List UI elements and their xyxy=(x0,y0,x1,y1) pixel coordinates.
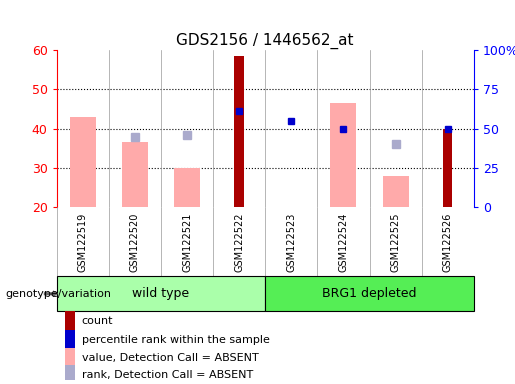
Text: GSM122526: GSM122526 xyxy=(443,212,453,271)
Title: GDS2156 / 1446562_at: GDS2156 / 1446562_at xyxy=(177,32,354,48)
Text: GSM122519: GSM122519 xyxy=(78,212,88,271)
Bar xyxy=(443,129,452,207)
Bar xyxy=(70,117,96,207)
Text: wild type: wild type xyxy=(132,287,190,300)
Bar xyxy=(65,311,75,330)
Bar xyxy=(57,276,265,311)
Bar xyxy=(65,365,75,384)
Text: count: count xyxy=(82,316,113,326)
Bar xyxy=(122,142,148,207)
Text: value, Detection Call = ABSENT: value, Detection Call = ABSENT xyxy=(82,353,259,363)
Bar xyxy=(65,348,75,368)
Text: GSM122520: GSM122520 xyxy=(130,212,140,271)
Text: percentile rank within the sample: percentile rank within the sample xyxy=(82,335,269,345)
Text: BRG1 depleted: BRG1 depleted xyxy=(322,287,417,300)
Bar xyxy=(174,168,200,207)
Text: GSM122523: GSM122523 xyxy=(286,212,296,271)
Text: GSM122524: GSM122524 xyxy=(338,212,349,271)
Text: GSM122525: GSM122525 xyxy=(390,212,401,271)
Text: rank, Detection Call = ABSENT: rank, Detection Call = ABSENT xyxy=(82,370,253,380)
Bar xyxy=(331,103,356,207)
Text: GSM122522: GSM122522 xyxy=(234,212,244,271)
Bar xyxy=(265,276,474,311)
Bar xyxy=(234,56,244,207)
Text: genotype/variation: genotype/variation xyxy=(5,289,111,299)
Bar xyxy=(65,330,75,350)
Bar xyxy=(383,176,408,207)
Text: GSM122521: GSM122521 xyxy=(182,212,192,271)
